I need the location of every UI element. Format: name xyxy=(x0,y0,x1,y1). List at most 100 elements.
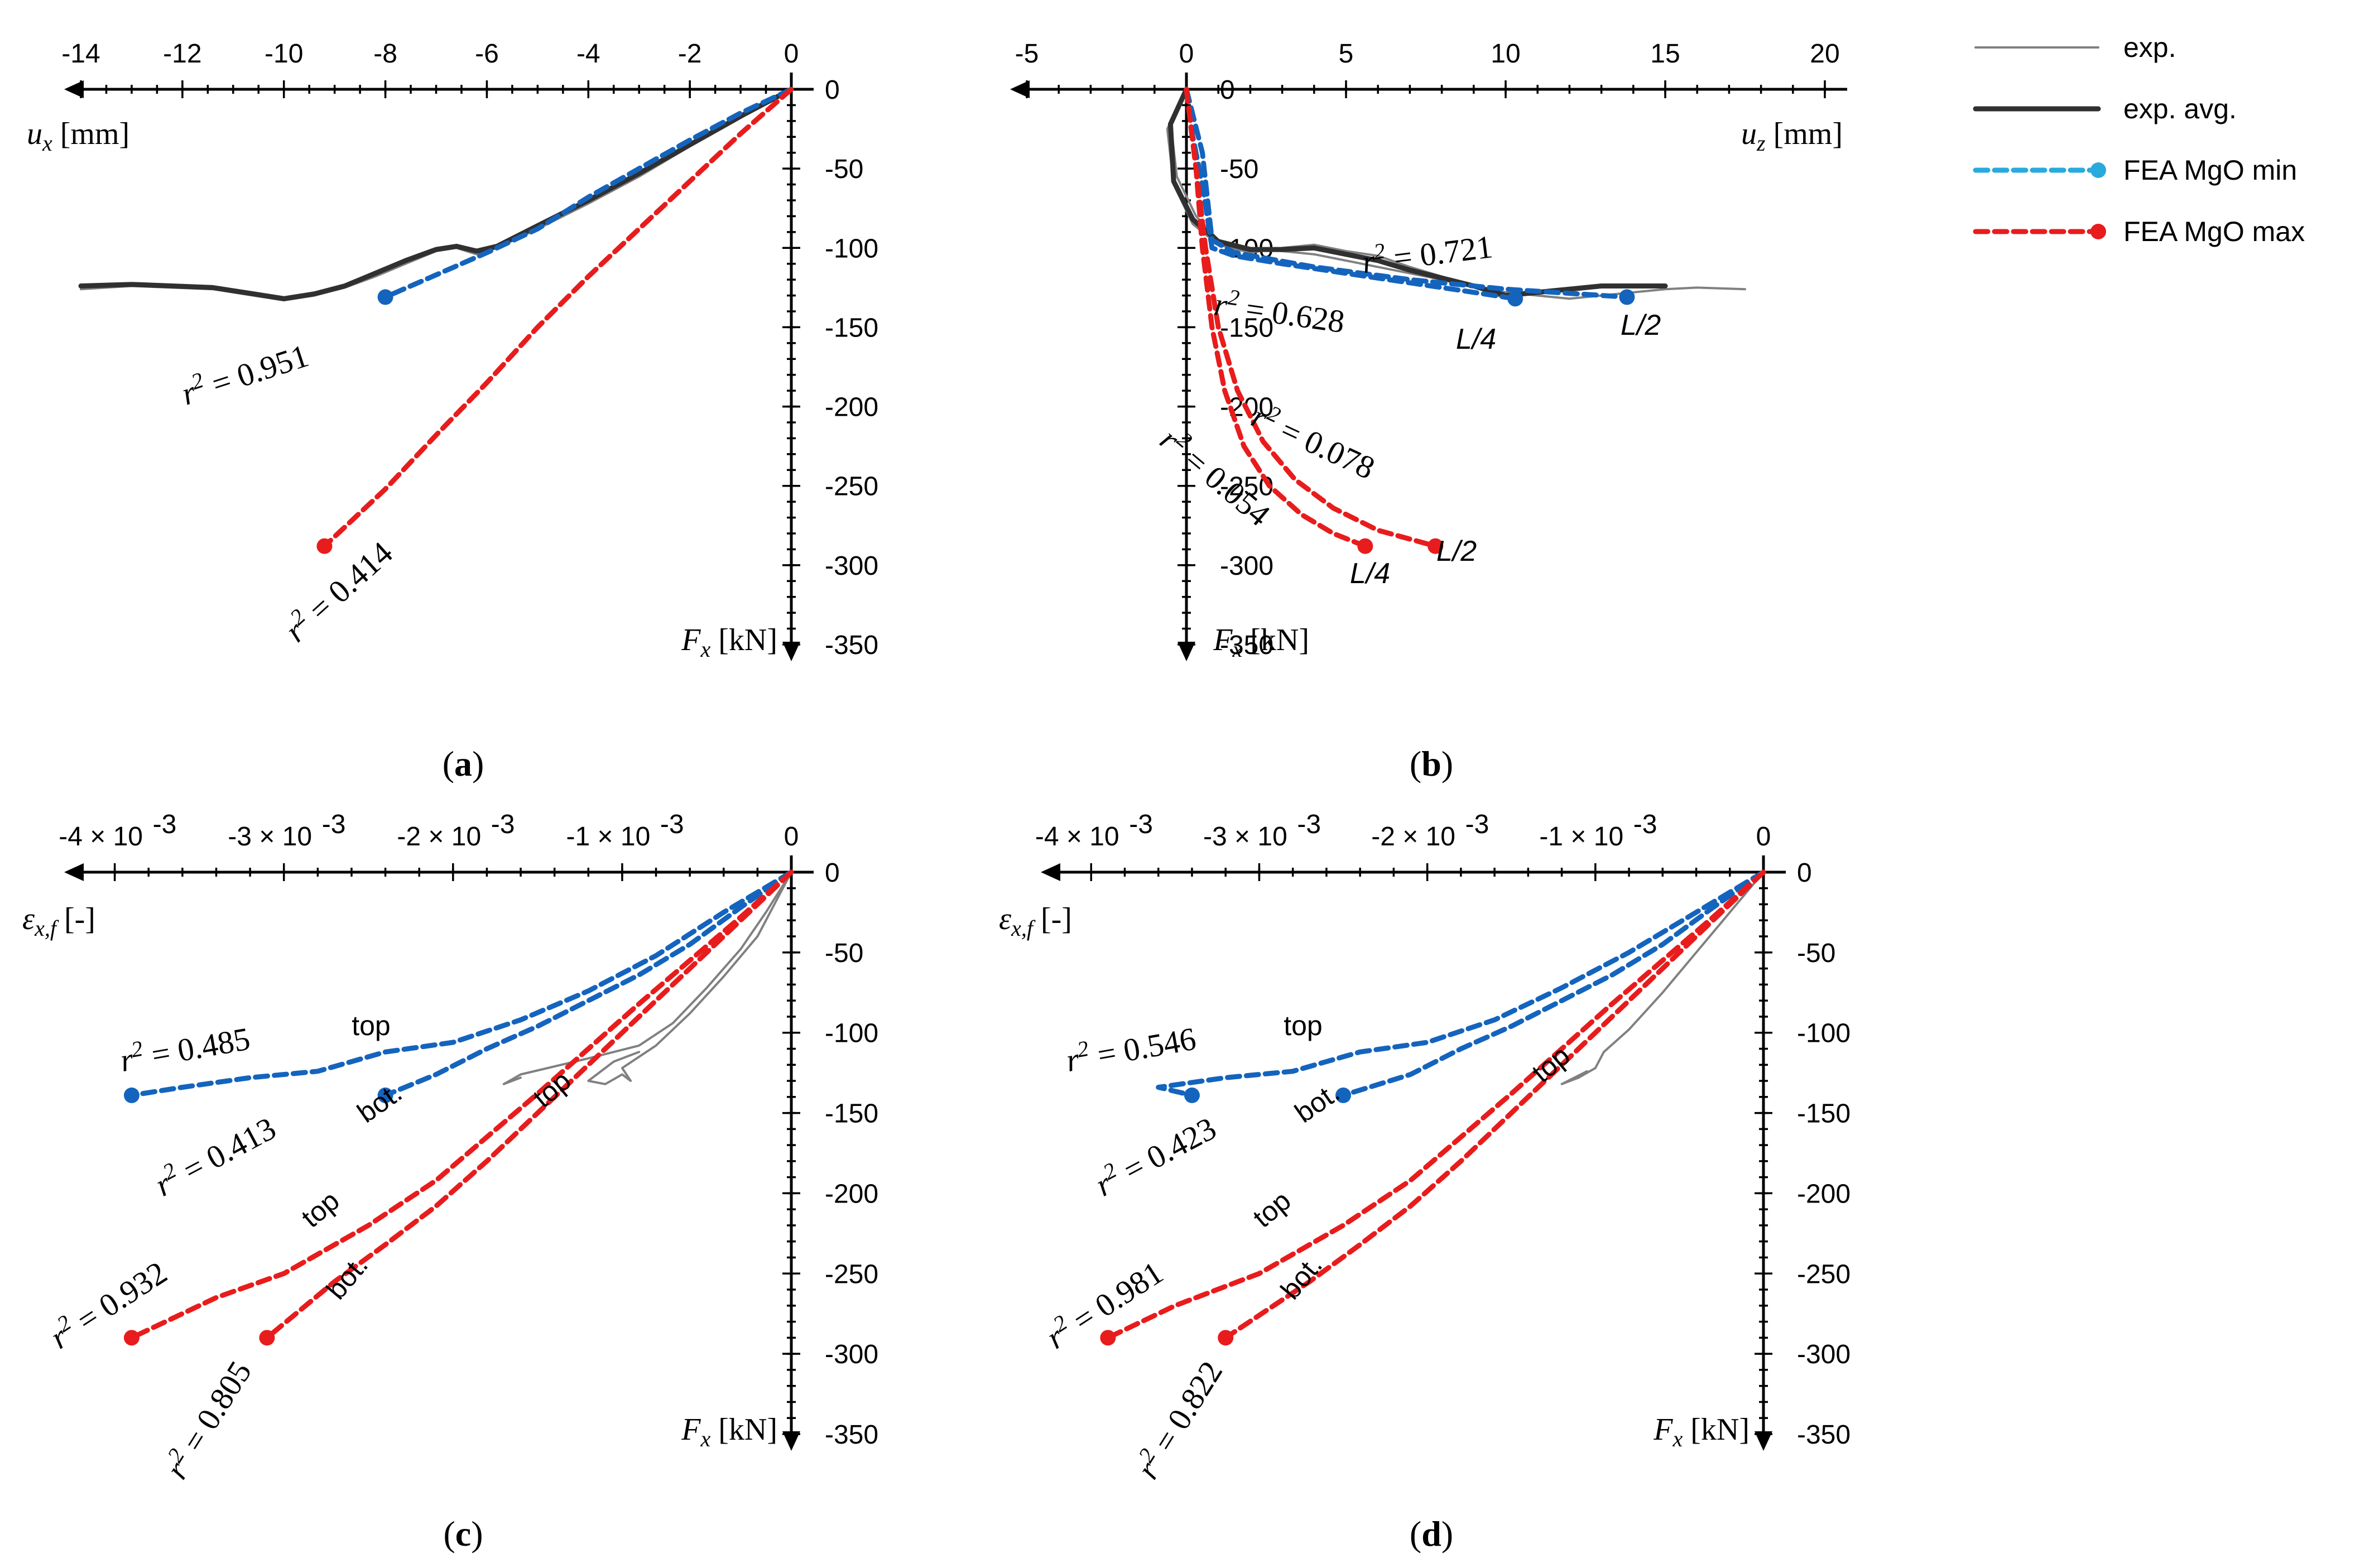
y-tick-label: -150 xyxy=(825,1099,878,1129)
y-axis-label: Fx [kN] xyxy=(1213,623,1309,662)
y-tick-label: -250 xyxy=(825,472,878,502)
x-tick-label: -2 × 10 xyxy=(397,822,481,852)
series-exp_avg-line xyxy=(1167,86,1668,299)
panel-caption: (b) xyxy=(1410,744,1453,783)
legend: exp. exp. avg. FEA MgO min FEA MgO max xyxy=(1973,32,2305,247)
y-tick-label: -100 xyxy=(825,234,878,263)
series-exp_avg-line xyxy=(78,86,794,301)
panel-d: -4 × 10 -3 -3 × 10 -3 -2 × 10 -3 -1 × 10 -3 00 -5… xyxy=(999,810,1851,1553)
series-fea_max-end-marker xyxy=(316,538,333,554)
y-tick-label: -350 xyxy=(1797,1420,1851,1450)
y-tick-label: -300 xyxy=(825,551,878,581)
x-tick-label: -8 xyxy=(373,39,397,69)
legend-label-fea_max: FEA MgO max xyxy=(2123,216,2305,247)
r2-annotation: r2 = 0.485 xyxy=(117,1017,253,1079)
y-tick-label: -50 xyxy=(825,939,863,968)
x-tick-label: -4 × 10 xyxy=(1035,822,1119,852)
x-tick-label: -1 × 10 xyxy=(566,822,651,852)
series-point-label: top xyxy=(295,1185,345,1234)
series-exp-line xyxy=(80,88,792,302)
y-tick-label: -150 xyxy=(1797,1099,1851,1129)
y-tick-label: -100 xyxy=(1797,1019,1851,1048)
x-tick-label: 0 xyxy=(1756,822,1771,852)
series-fea_min-line xyxy=(383,86,794,300)
y-tick-label: 0 xyxy=(1797,858,1812,888)
x-tick-label: -1 × 10 xyxy=(1539,822,1623,852)
x-tick-exponent: -3 xyxy=(1297,810,1321,839)
x-tick-exponent: -3 xyxy=(1465,810,1489,839)
x-axis-label: εx,f [-] xyxy=(22,902,95,941)
y-tick-label: -250 xyxy=(1797,1259,1851,1289)
y-tick-label: -350 xyxy=(825,631,878,660)
panel-caption: (d) xyxy=(1410,1514,1453,1553)
legend-label-exp: exp. xyxy=(2123,32,2176,63)
series-fea_max-end-marker xyxy=(123,1330,140,1346)
x-axis-label: uz [mm] xyxy=(1741,117,1843,156)
series-exp-line xyxy=(587,871,792,1085)
series-fea_max-line xyxy=(1223,869,1766,1340)
x-tick-exponent: -3 xyxy=(660,810,684,839)
series-fea_max-line xyxy=(322,86,794,549)
series-fea_min-line xyxy=(1184,86,1518,301)
series-point-label: L/4 xyxy=(1350,557,1390,590)
y-tick-label: -50 xyxy=(825,155,863,184)
x-tick-exponent: -3 xyxy=(322,810,346,839)
legend-label-fea_min: FEA MgO min xyxy=(2123,155,2297,186)
series-fea_max-end-marker xyxy=(1357,538,1373,554)
series-point-label: L/2 xyxy=(1621,309,1661,342)
series-exp-line xyxy=(502,871,792,1085)
y-tick-label: -300 xyxy=(1797,1340,1851,1369)
x-tick-label: -2 xyxy=(678,39,702,69)
x-tick-label: -10 xyxy=(265,39,303,69)
legend-marker-fea_max xyxy=(2090,224,2106,239)
x-tick-label: -4 xyxy=(576,39,600,69)
series-fea_min-line xyxy=(1156,869,1766,1098)
x-tick-label: -12 xyxy=(163,39,201,69)
x-tick-exponent: -3 xyxy=(153,810,177,839)
series-fea_min-line xyxy=(129,869,794,1098)
x-tick-label: -4 × 10 xyxy=(59,822,143,852)
x-tick-label: 15 xyxy=(1650,39,1680,69)
y-tick-label: -350 xyxy=(1220,631,1273,660)
series-fea_min-end-marker xyxy=(1619,289,1635,305)
series-point-label: top xyxy=(352,1010,391,1041)
y-tick-label: -50 xyxy=(1220,155,1258,184)
series-fea_max-line xyxy=(1184,86,1438,549)
series-fea_min-end-marker xyxy=(377,1087,393,1103)
r2-annotation: r2 = 0.951 xyxy=(176,334,313,412)
series-fea_min-line xyxy=(383,869,794,1098)
legend-label-exp_avg: exp. avg. xyxy=(2123,93,2237,124)
y-tick-label: -350 xyxy=(825,1420,878,1450)
x-tick-label: -14 xyxy=(61,39,100,69)
x-tick-exponent: -3 xyxy=(1633,810,1657,839)
x-tick-label: -3 × 10 xyxy=(1203,822,1287,852)
x-tick-exponent: -3 xyxy=(491,810,515,839)
y-tick-label: -150 xyxy=(1220,313,1273,343)
y-tick-label: -250 xyxy=(825,1259,878,1289)
x-tick-label: -2 × 10 xyxy=(1371,822,1455,852)
y-tick-label: 0 xyxy=(825,75,840,105)
series-point-label: L/2 xyxy=(1436,535,1477,567)
y-axis-label: Fx [kN] xyxy=(1653,1412,1750,1451)
y-tick-label: 0 xyxy=(1220,75,1235,105)
r2-annotation: r2 = 0.805 xyxy=(156,1353,259,1485)
x-axis-label: εx,f [-] xyxy=(999,902,1072,941)
r2-annotation: r2 = 0.423 xyxy=(1088,1107,1222,1204)
x-tick-label: 20 xyxy=(1810,39,1839,69)
y-tick-label: -50 xyxy=(1797,939,1835,968)
y-axis-arrow xyxy=(1178,642,1195,661)
x-tick-label: -6 xyxy=(475,39,499,69)
y-tick-label: -200 xyxy=(825,1179,878,1209)
x-tick-label: 10 xyxy=(1491,39,1520,69)
series-fea_max-end-marker xyxy=(1100,1330,1116,1346)
series-point-label: L/4 xyxy=(1456,323,1496,355)
r2-annotation: r2 = 0.721 xyxy=(1359,225,1494,280)
panel-b: -5 0 5 10 15 200-50-100-150-200-250-300-350uz… xyxy=(1010,39,1847,783)
y-tick-label: -300 xyxy=(825,1340,878,1369)
y-axis-arrow xyxy=(1755,1431,1772,1451)
series-fea_max-end-marker xyxy=(1428,538,1444,554)
x-tick-label: -5 xyxy=(1015,39,1039,69)
r2-annotation: r2 = 0.822 xyxy=(1127,1353,1230,1485)
series-fea_min-end-marker xyxy=(1335,1087,1352,1103)
legend-marker-fea_min xyxy=(2090,162,2106,178)
